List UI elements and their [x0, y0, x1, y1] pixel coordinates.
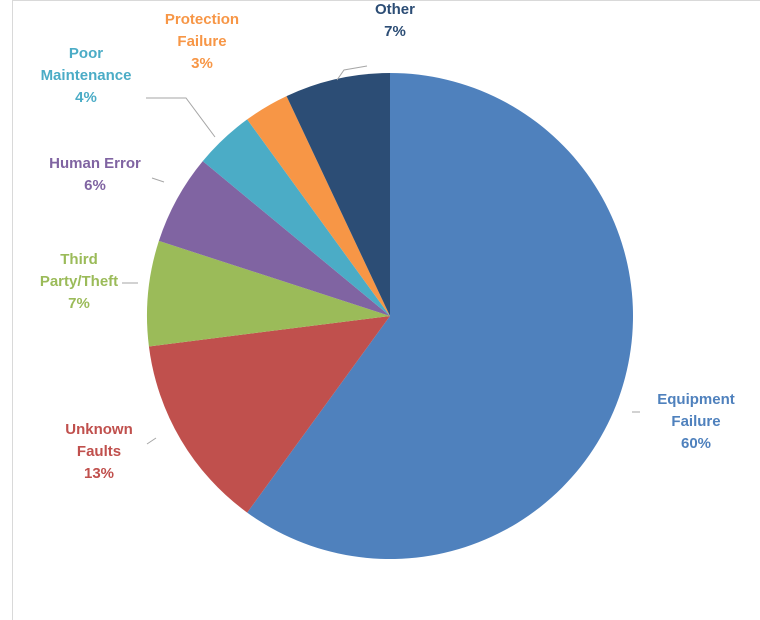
data-label-protection-failure: Protection Failure 3% [165, 11, 239, 72]
leader-line-poor-maintenance [146, 97, 216, 138]
data-label-value: 4% [75, 89, 97, 106]
leader-line-human-error [151, 177, 165, 183]
data-label-human-error: Human Error 6% [49, 155, 141, 194]
data-label-name-line: Failure [671, 413, 720, 430]
pie-slice-third-party-theft [147, 240, 390, 347]
data-label-value: 60% [681, 435, 711, 452]
data-label-unknown-faults: Unknown Faults 13% [65, 421, 133, 482]
data-label-equipment-failure: Equipment Failure 60% [657, 391, 735, 452]
data-label-poor-maintenance: Poor Maintenance 4% [41, 45, 132, 106]
slice-labels: Equipment Failure 60% Unknown Faults 13% Third… [40, 1, 735, 482]
pie-slices [147, 73, 634, 559]
pie-slice-other [286, 73, 390, 316]
data-label-value: 7% [68, 295, 90, 312]
leader-lines [122, 65, 640, 445]
pie-slice-unknown-faults [148, 316, 390, 513]
data-label-value: 6% [84, 177, 106, 194]
data-label-name-line: Maintenance [41, 67, 132, 84]
data-label-name-line: Party/Theft [40, 273, 118, 290]
data-label-name-line: Third [60, 251, 98, 268]
data-label-name-line: Unknown [65, 421, 133, 438]
leader-line-unknown-faults [146, 437, 157, 445]
chart-frame [12, 0, 760, 620]
data-label-name-line: Poor [69, 45, 103, 62]
data-label-name-line: Failure [177, 33, 226, 50]
data-label-name-line: Equipment [657, 391, 735, 408]
pie-slice-human-error [158, 161, 390, 316]
data-label-name-line: Faults [77, 443, 121, 460]
pie-slice-poor-maintenance [202, 119, 390, 316]
data-label-third-party-theft: Third Party/Theft 7% [40, 251, 118, 312]
data-label-value: 3% [191, 55, 213, 72]
pie-slice-equipment-failure [247, 73, 634, 559]
pie-slice-protection-failure [247, 96, 390, 316]
data-label-name-line: Other [375, 1, 415, 18]
data-label-name-line: Protection [165, 11, 239, 28]
leader-line-other [336, 65, 368, 81]
data-label-other: Other 7% [375, 1, 415, 40]
data-label-value: 13% [84, 465, 114, 482]
data-label-name-line: Human Error [49, 155, 141, 172]
data-label-value: 7% [384, 23, 406, 40]
